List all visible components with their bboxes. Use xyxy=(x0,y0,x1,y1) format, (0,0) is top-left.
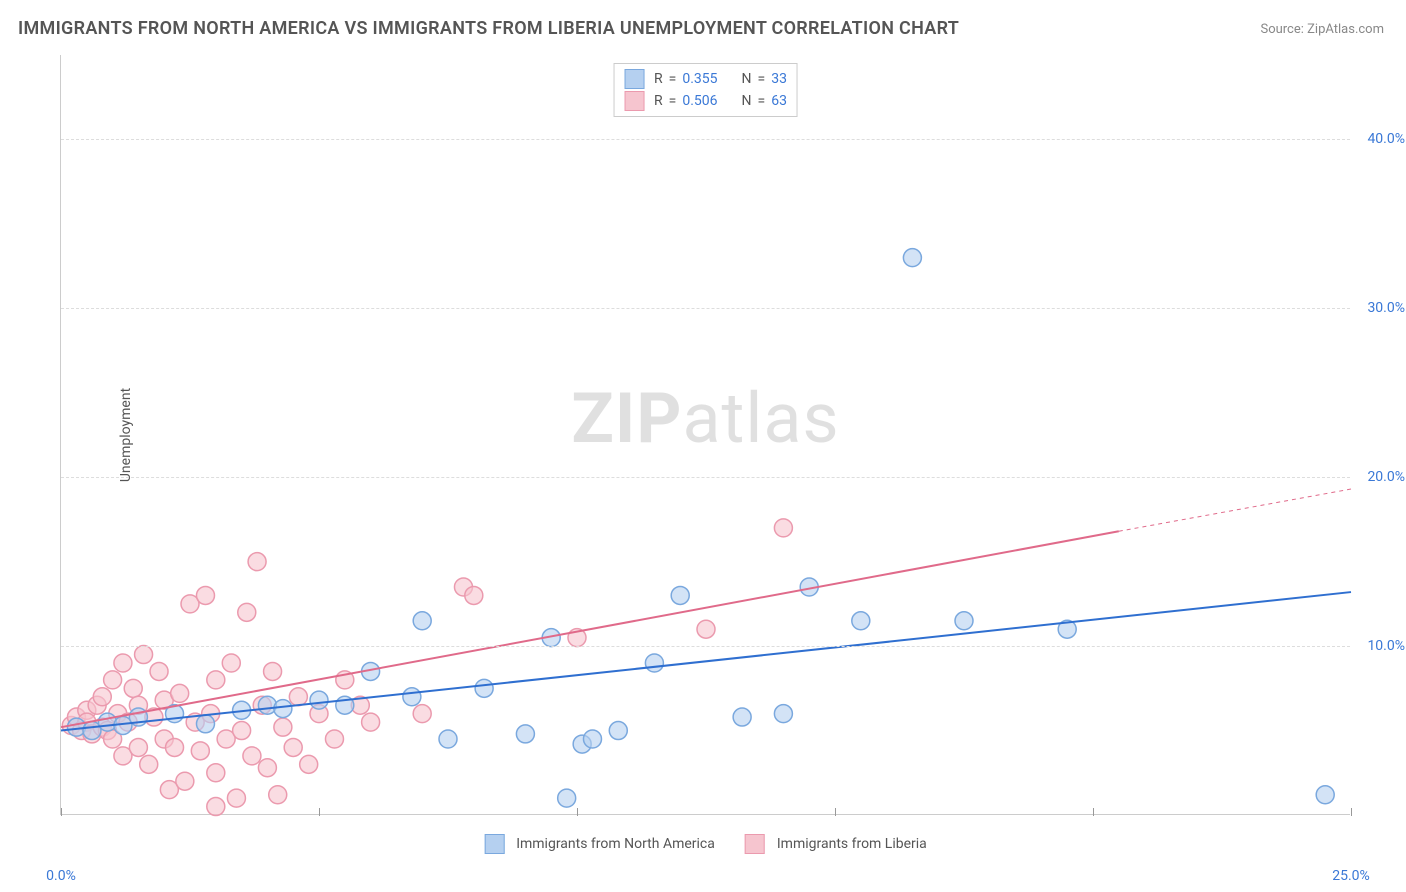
n-value-1: 63 xyxy=(771,93,787,109)
data-point xyxy=(269,786,287,804)
x-tick xyxy=(61,808,62,816)
data-point xyxy=(903,249,921,267)
data-point xyxy=(264,662,282,680)
gridline xyxy=(61,308,1350,309)
x-tick xyxy=(835,808,836,816)
data-point xyxy=(403,688,421,706)
data-point xyxy=(196,715,214,733)
x-tick xyxy=(1351,808,1352,816)
series-legend: Immigrants from North America Immigrants… xyxy=(484,834,927,854)
data-point xyxy=(413,612,431,630)
r-label: R xyxy=(654,93,663,109)
data-point xyxy=(274,718,292,736)
data-point xyxy=(258,759,276,777)
chart-title: IMMIGRANTS FROM NORTH AMERICA VS IMMIGRA… xyxy=(18,18,959,39)
chart-svg xyxy=(61,55,1350,814)
eq-sign: = xyxy=(758,71,766,87)
data-point xyxy=(140,755,158,773)
legend-item-0: Immigrants from North America xyxy=(484,834,715,854)
data-point xyxy=(93,688,111,706)
n-label: N xyxy=(742,71,752,87)
series-name-1: Immigrants from Liberia xyxy=(777,836,927,852)
data-point xyxy=(166,738,184,756)
data-point xyxy=(852,612,870,630)
data-point xyxy=(233,722,251,740)
data-point xyxy=(439,730,457,748)
data-point xyxy=(238,603,256,621)
data-point xyxy=(135,646,153,664)
data-point xyxy=(413,705,431,723)
data-point xyxy=(248,553,266,571)
legend-item-1: Immigrants from Liberia xyxy=(745,834,927,854)
trend-line-extension xyxy=(1119,489,1351,531)
data-point xyxy=(558,789,576,807)
n-value-0: 33 xyxy=(771,71,787,87)
data-point xyxy=(475,679,493,697)
data-point xyxy=(774,705,792,723)
data-point xyxy=(129,738,147,756)
data-point xyxy=(516,725,534,743)
x-tick xyxy=(1093,808,1094,816)
n-label: N xyxy=(742,93,752,109)
y-tick-label: 40.0% xyxy=(1367,131,1405,147)
data-point xyxy=(207,764,225,782)
data-point xyxy=(289,688,307,706)
data-point xyxy=(171,684,189,702)
data-point xyxy=(207,798,225,816)
legend-row-series-0: R = 0.355 N = 33 xyxy=(624,68,787,90)
data-point xyxy=(774,519,792,537)
correlation-legend: R = 0.355 N = 33 R = 0.506 N = 63 xyxy=(613,63,798,117)
swatch-series-1 xyxy=(745,834,765,854)
data-point xyxy=(196,586,214,604)
data-point xyxy=(697,620,715,638)
data-point xyxy=(300,755,318,773)
data-point xyxy=(191,742,209,760)
r-label: R xyxy=(654,71,663,87)
eq-sign: = xyxy=(669,93,677,109)
x-tick xyxy=(577,808,578,816)
data-point xyxy=(124,679,142,697)
x-tick xyxy=(319,808,320,816)
r-value-0: 0.355 xyxy=(682,71,717,87)
gridline xyxy=(61,139,1350,140)
y-tick-label: 20.0% xyxy=(1367,469,1405,485)
data-point xyxy=(227,789,245,807)
y-tick-label: 30.0% xyxy=(1367,300,1405,316)
data-point xyxy=(104,671,122,689)
data-point xyxy=(284,738,302,756)
data-point xyxy=(1316,786,1334,804)
data-point xyxy=(207,671,225,689)
y-tick-label: 10.0% xyxy=(1367,638,1405,654)
plot-area: Unemployment ZIPatlas R = 0.355 N = 33 R… xyxy=(60,55,1350,815)
source-attribution: Source: ZipAtlas.com xyxy=(1260,22,1384,37)
eq-sign: = xyxy=(669,71,677,87)
eq-sign: = xyxy=(758,93,766,109)
data-point xyxy=(114,654,132,672)
legend-row-series-1: R = 0.506 N = 63 xyxy=(624,90,787,112)
series-name-0: Immigrants from North America xyxy=(516,836,715,852)
swatch-series-0 xyxy=(624,69,644,89)
x-tick-label: 25.0% xyxy=(1332,868,1370,884)
swatch-series-1 xyxy=(624,91,644,111)
gridline xyxy=(61,477,1350,478)
data-point xyxy=(176,772,194,790)
data-point xyxy=(609,722,627,740)
data-point xyxy=(645,654,663,672)
r-value-1: 0.506 xyxy=(682,93,717,109)
x-tick-label: 0.0% xyxy=(46,868,76,884)
data-point xyxy=(733,708,751,726)
data-point xyxy=(310,691,328,709)
data-point xyxy=(583,730,601,748)
gridline xyxy=(61,646,1350,647)
data-point xyxy=(150,662,168,680)
data-point xyxy=(274,700,292,718)
data-point xyxy=(362,713,380,731)
swatch-series-0 xyxy=(484,834,504,854)
data-point xyxy=(671,586,689,604)
data-point xyxy=(465,586,483,604)
data-point xyxy=(222,654,240,672)
data-point xyxy=(325,730,343,748)
data-point xyxy=(955,612,973,630)
data-point xyxy=(243,747,261,765)
